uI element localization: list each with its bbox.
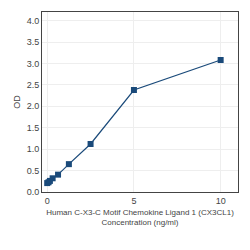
svg-text:0: 0 xyxy=(45,196,50,206)
svg-text:10: 10 xyxy=(216,196,226,206)
svg-text:2.0: 2.0 xyxy=(27,101,40,111)
svg-text:5: 5 xyxy=(131,196,136,206)
svg-text:3.0: 3.0 xyxy=(27,59,40,69)
svg-text:0.0: 0.0 xyxy=(27,187,40,197)
svg-text:4.0: 4.0 xyxy=(27,16,40,26)
svg-text:2.5: 2.5 xyxy=(27,80,40,90)
svg-text:3.5: 3.5 xyxy=(27,37,40,47)
svg-text:1.0: 1.0 xyxy=(27,144,40,154)
svg-text:1.5: 1.5 xyxy=(27,123,40,133)
svg-text:Human C-X3-C Motif Chemokine L: Human C-X3-C Motif Chemokine Ligand 1 (C… xyxy=(46,208,234,227)
svg-text:0.5: 0.5 xyxy=(27,166,40,176)
svg-text:OD: OD xyxy=(12,95,22,109)
